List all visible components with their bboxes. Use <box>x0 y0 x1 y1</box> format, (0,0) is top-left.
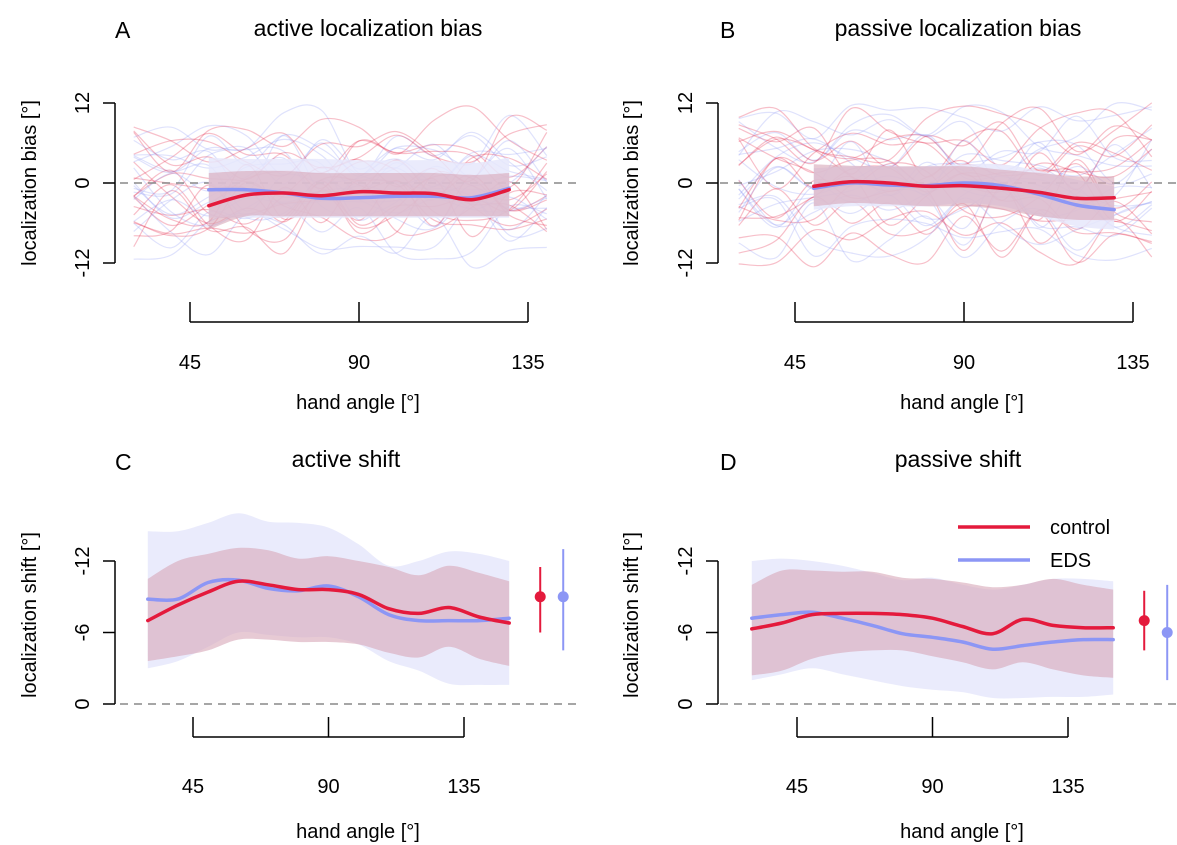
x-tick-label: 135 <box>447 776 480 798</box>
panel-b-y-axis: -12 0 12 <box>675 92 719 278</box>
panel-b-ylabel: localization bias [°] <box>621 100 643 266</box>
y-tick-label: -6 <box>675 624 697 642</box>
panel-d-line-control <box>750 611 1115 636</box>
panel-c-line-eds <box>146 577 511 623</box>
x-tick-label: 45 <box>784 352 806 374</box>
y-tick-label: -12 <box>72 547 94 576</box>
y-tick-label: 0 <box>72 177 94 188</box>
panel-c-line-control <box>146 579 511 625</box>
panel-b-xlabel: hand angle [°] <box>900 392 1024 414</box>
panel-a-plot: -12 0 12 45 90 135 <box>72 92 580 374</box>
panel-c-title: active shift <box>292 446 401 472</box>
panel-b: B passive localization bias localization… <box>621 15 1177 414</box>
panel-b-band-control <box>813 164 1115 220</box>
panel-b-x-axis: 45 90 135 <box>784 302 1150 374</box>
panel-letter-d: D <box>720 449 737 475</box>
y-tick-label: 0 <box>72 698 94 709</box>
individual-trace <box>738 102 1153 166</box>
panel-c: C active shift localization shift [°] ha… <box>19 446 580 843</box>
panel-c-plot: -12 -6 0 45 90 135 <box>72 513 580 798</box>
summary-point-control <box>1138 615 1150 627</box>
individual-trace <box>738 196 1152 258</box>
legend-label-control: control <box>1050 517 1110 539</box>
individual-trace <box>738 121 1153 172</box>
legend-label-eds: EDS <box>1050 550 1091 572</box>
summary-point-eds <box>1161 627 1173 638</box>
y-tick-label: 0 <box>675 177 697 188</box>
x-tick-label: 135 <box>1116 352 1149 374</box>
panel-d-title: passive shift <box>895 446 1022 472</box>
individual-trace <box>738 210 1153 267</box>
individual-trace <box>738 196 1152 261</box>
y-tick-label: 12 <box>72 92 94 114</box>
y-tick-label: 12 <box>675 92 697 114</box>
panel-a-x-axis: 45 90 135 <box>179 302 545 374</box>
x-tick-label: 90 <box>317 776 339 798</box>
individual-trace <box>738 201 1153 263</box>
individual-trace <box>738 132 1153 190</box>
individual-trace <box>133 104 548 175</box>
summary-point-eds <box>557 591 569 603</box>
individual-trace <box>738 103 1152 140</box>
x-tick-label: 45 <box>182 776 204 798</box>
panel-a-band-control <box>208 170 510 230</box>
individual-trace <box>738 104 1152 168</box>
panel-c-y-axis: -12 -6 0 <box>72 547 116 710</box>
panel-a-xlabel: hand angle [°] <box>296 392 420 414</box>
x-tick-label: 90 <box>953 352 975 374</box>
individual-trace <box>738 115 1152 172</box>
individual-trace <box>738 194 1153 258</box>
panel-d-band-control <box>751 569 1114 678</box>
panel-b-line-control <box>812 179 1116 201</box>
panel-a-ylabel: localization bias [°] <box>19 100 41 266</box>
panel-d-line-eds <box>750 610 1115 652</box>
panel-b-plot: -12 0 12 45 90 135 <box>675 92 1177 374</box>
individual-trace <box>738 107 1153 166</box>
panel-c-ylabel: localization shift [°] <box>19 532 41 698</box>
x-tick-label: 90 <box>921 776 943 798</box>
panel-c-band-control <box>147 547 510 666</box>
individual-trace <box>738 102 1152 171</box>
panel-letter-b: B <box>720 17 735 43</box>
individual-trace <box>133 212 547 269</box>
panel-a-line-control <box>207 187 511 208</box>
x-tick-label: 45 <box>179 352 201 374</box>
y-tick-label: 0 <box>675 698 697 709</box>
panel-d-ylabel: localization shift [°] <box>621 532 643 698</box>
panel-d: D passive shift localization shift [°] h… <box>621 446 1177 843</box>
y-tick-label: -6 <box>72 624 94 642</box>
panel-d-plot: -12 -6 0 45 90 135 <box>675 547 1177 798</box>
x-tick-label: 135 <box>511 352 544 374</box>
y-tick-label: -12 <box>72 249 94 278</box>
individual-trace <box>133 126 548 192</box>
individual-trace <box>738 212 1152 268</box>
x-tick-label: 90 <box>348 352 370 374</box>
panel-a: A active localization bias localization … <box>19 15 580 414</box>
individual-trace <box>738 179 1153 237</box>
panel-d-x-axis: 45 90 135 <box>786 717 1085 798</box>
legend: control EDS <box>958 517 1110 572</box>
panel-letter-a: A <box>115 17 131 43</box>
panel-d-y-axis: -12 -6 0 <box>675 547 719 710</box>
individual-trace <box>133 126 548 189</box>
individual-trace <box>133 105 548 173</box>
individual-trace <box>738 105 1153 164</box>
x-tick-label: 135 <box>1051 776 1084 798</box>
panel-c-x-axis: 45 90 135 <box>182 717 481 798</box>
panel-a-y-axis: -12 0 12 <box>72 92 116 278</box>
panel-letter-c: C <box>115 449 132 475</box>
panel-d-xlabel: hand angle [°] <box>900 821 1024 843</box>
panel-b-title: passive localization bias <box>835 15 1082 41</box>
panel-a-title: active localization bias <box>254 15 483 41</box>
panel-c-xlabel: hand angle [°] <box>296 821 420 843</box>
x-tick-label: 45 <box>786 776 808 798</box>
y-tick-label: -12 <box>675 547 697 576</box>
summary-point-control <box>534 591 546 603</box>
y-tick-label: -12 <box>675 249 697 278</box>
